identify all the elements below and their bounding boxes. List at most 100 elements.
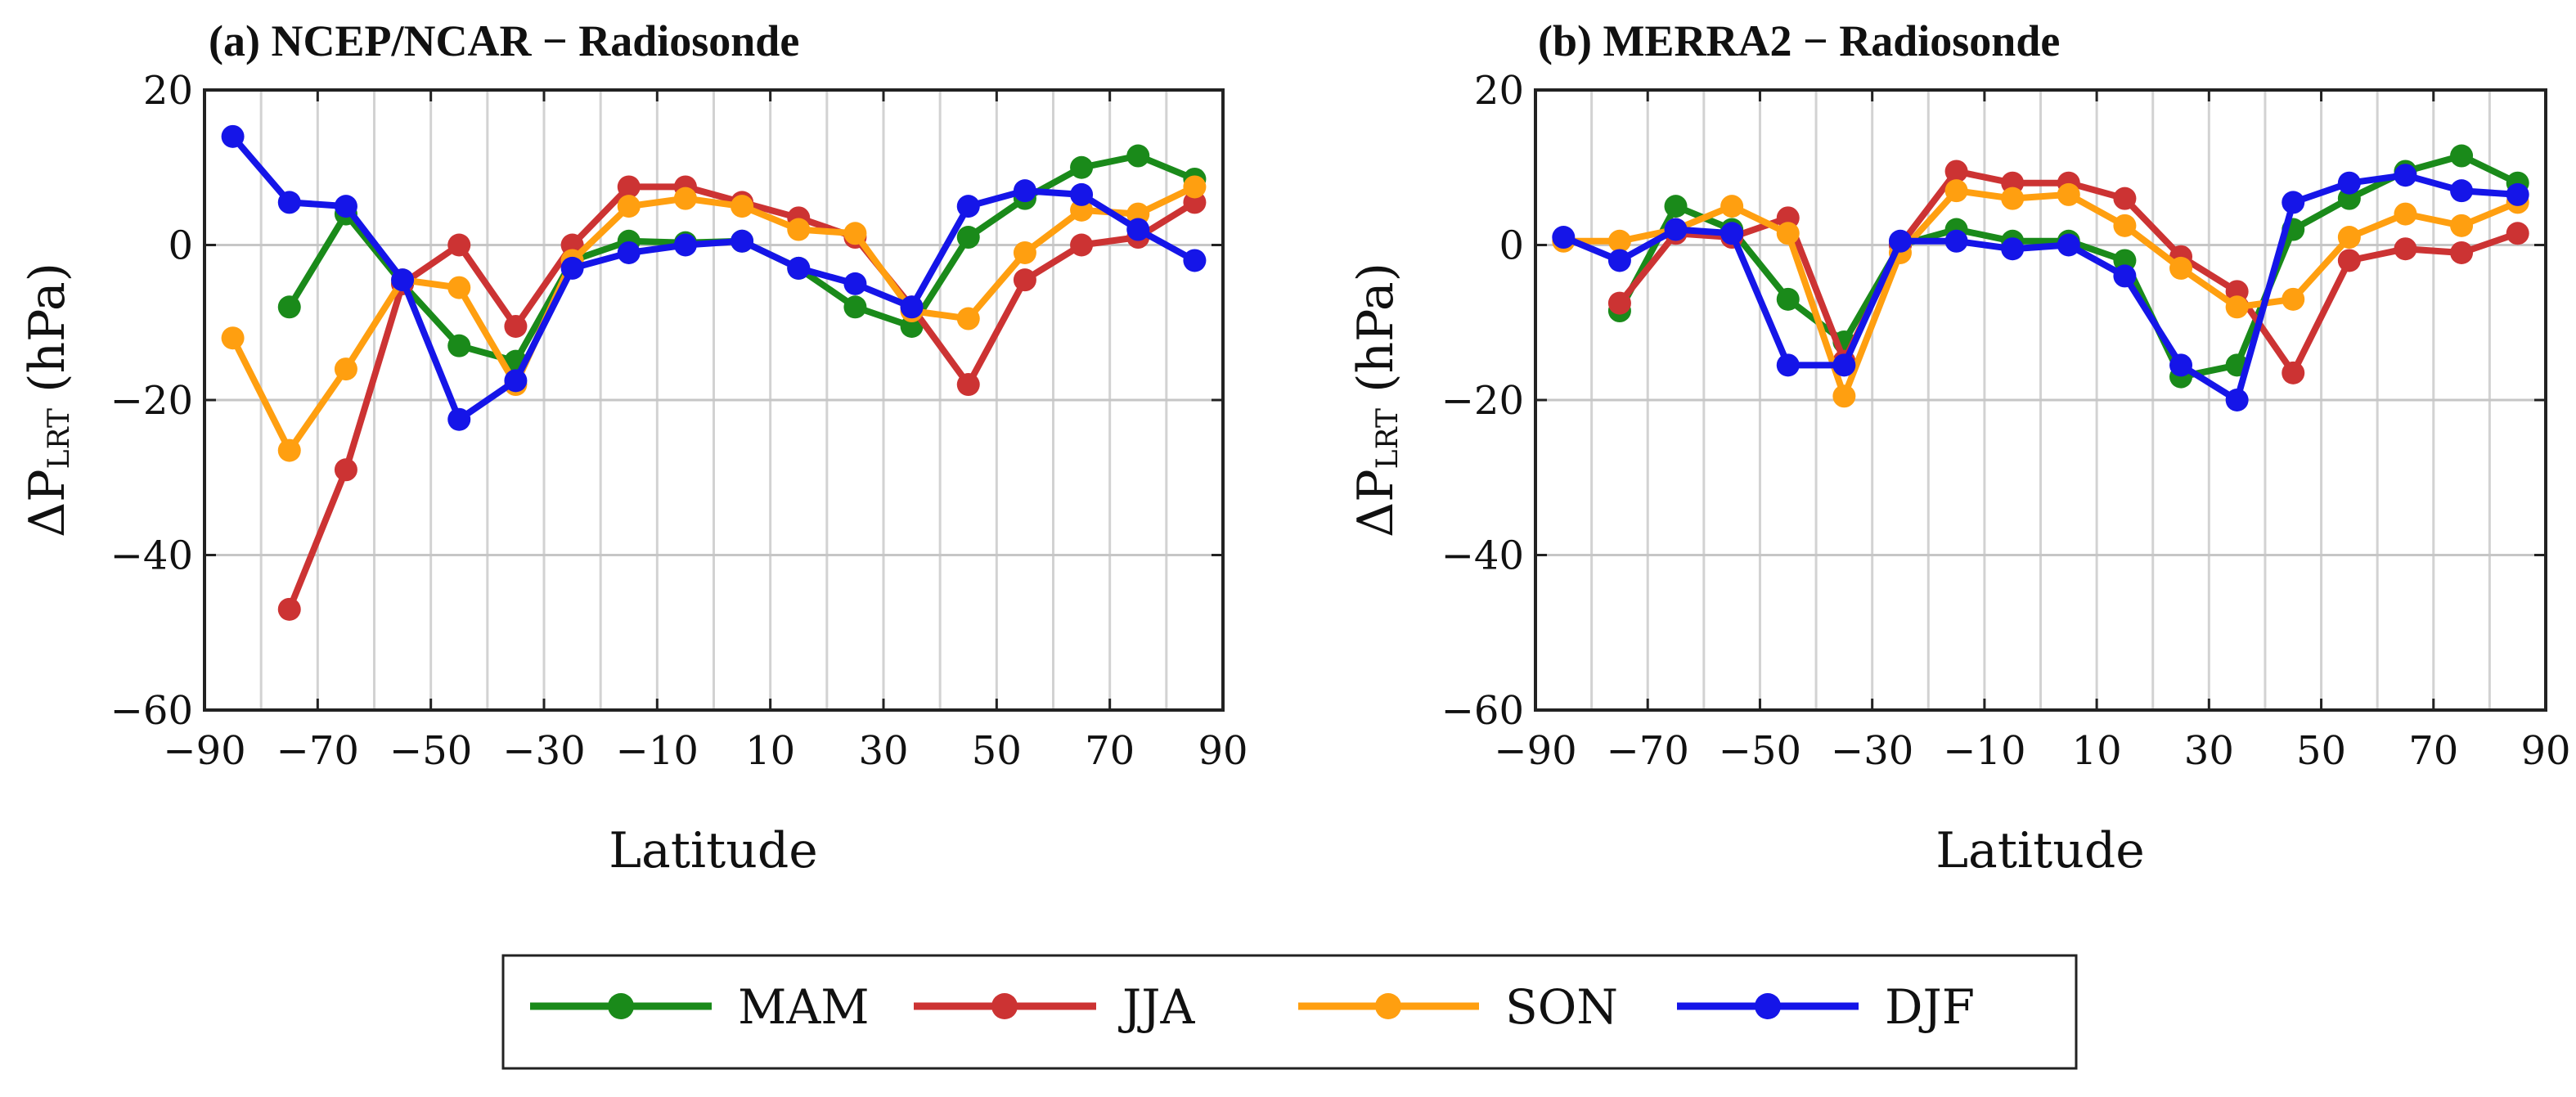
panel-a-point-jja: [1013, 268, 1036, 292]
panel-b-point-djf: [1664, 218, 1688, 241]
legend-item-son: SON: [1298, 979, 1618, 1035]
panel-b-x-tick-label: −10: [1943, 728, 2025, 774]
panel-a-point-son: [221, 326, 245, 350]
panel-b-x-tick-label: 90: [2520, 728, 2570, 774]
panel-a-point-son: [1013, 241, 1036, 264]
panel-a-y-label-sub: LRT: [43, 408, 76, 469]
panel-b-point-djf: [2113, 264, 2137, 288]
legend-label-son: SON: [1505, 979, 1618, 1035]
panel-a-ticks: −90 −70 −50 −30 −10 10 30 50 70 90 20 0 −20 −40 −60: [110, 68, 1248, 774]
panel-a-point-djf: [843, 272, 867, 295]
legend-marker-jja: [991, 993, 1018, 1019]
panel-b-point-djf: [1888, 229, 1912, 253]
panel-b-point-djf: [2057, 233, 2080, 257]
panel-a-point-jja: [1070, 233, 1094, 257]
panel-b-point-jja: [2506, 222, 2529, 245]
legend-marker-son: [1375, 993, 1401, 1019]
panel-b-point-djf: [1552, 226, 1576, 250]
panel-a-point-son: [787, 218, 811, 241]
panel-a-x-axis-label: Latitude: [609, 822, 818, 879]
panel-b-point-son: [2169, 256, 2193, 280]
panel-b-point-son: [2113, 214, 2137, 237]
panel-a-point-djf: [1126, 218, 1150, 241]
panel-a-x-tick-label: 10: [745, 728, 795, 774]
panel-b-point-son: [1944, 179, 1968, 203]
panel-b-point-jja: [1944, 160, 1968, 183]
panel-b-title: (b) MERRA2 − Radiosonde: [1538, 16, 2060, 65]
panel-b-point-jja: [2394, 237, 2417, 261]
panel-b-point-jja: [2337, 249, 2361, 272]
panel-b-point-son: [2001, 187, 2025, 210]
panel-b-x-tick-label: 50: [2296, 728, 2346, 774]
legend: MAM JJA SON DJF: [501, 954, 2078, 1070]
panel-b-y-tick-label: 0: [1499, 223, 1524, 269]
panel-b-point-djf: [2282, 191, 2305, 214]
panel-b-x-tick-label: −30: [1831, 728, 1913, 774]
legend-label-jja: JJA: [1118, 979, 1196, 1035]
panel-a-point-jja: [504, 314, 528, 338]
panel-a-point-djf: [1013, 179, 1036, 203]
panel-a-x-tick-label: −30: [502, 728, 585, 774]
panel-a-y-tick-label: 0: [168, 223, 193, 269]
panel-a-y-tick-label: −40: [110, 533, 193, 579]
panel-b-point-djf: [2394, 164, 2417, 187]
panel-a-point-djf: [1183, 249, 1207, 272]
panel-a-x-tick-label: −70: [276, 728, 359, 774]
panel-b-point-son: [2450, 214, 2474, 237]
panel-a-x-tick-label: 90: [1198, 728, 1248, 774]
panel-a-point-djf: [956, 195, 980, 218]
panel-b-point-djf: [1607, 249, 1631, 272]
panel-a-x-tick-label: −50: [389, 728, 472, 774]
panel-b-point-djf: [1944, 229, 1968, 253]
panel-b-point-son: [1607, 229, 1631, 253]
panel-a-point-djf: [673, 233, 697, 257]
panel-a-y-tick-label: −60: [110, 688, 193, 734]
panel-b-point-mam: [1776, 287, 1800, 311]
panel-a-series-line-son: [230, 183, 1197, 454]
panel-a-point-djf: [277, 191, 301, 214]
panel-a-point-djf: [1070, 182, 1094, 206]
legend-box: [501, 954, 2078, 1070]
panel-a-point-son: [617, 195, 641, 218]
panel-a-point-son: [673, 187, 697, 210]
panel-b-ticks: −90 −70 −50 −30 −10 10 30 50 70 90 20 0 −20 −40 −60: [1441, 68, 2571, 774]
panel-b-point-djf: [1832, 353, 1856, 377]
panel-b-point-djf: [2169, 353, 2193, 377]
panel-b-y-tick-label: 20: [1474, 68, 1524, 114]
panel-b-grid: [1535, 90, 2546, 710]
legend-label-djf: DJF: [1885, 979, 1975, 1035]
panel-a-point-son: [956, 307, 980, 330]
panel-b-point-son: [2282, 287, 2305, 311]
panel-b-x-tick-label: −50: [1719, 728, 1801, 774]
panel-b-point-son: [2337, 226, 2361, 250]
panel-a-x-tick-label: 30: [858, 728, 908, 774]
panel-a-point-djf: [221, 124, 245, 148]
panel-a-point-mam: [956, 226, 980, 250]
panel-b-y-label-sub: LRT: [1371, 408, 1405, 469]
panel-b-point-jja: [2113, 187, 2137, 210]
panel-b-x-axis-label: Latitude: [1935, 822, 2145, 879]
panel-a-point-mam: [843, 295, 867, 319]
panel-a-point-djf: [334, 195, 357, 218]
panel-b-point-djf: [2337, 171, 2361, 195]
panel-a-x-tick-label: −90: [163, 728, 245, 774]
panel-b-point-son: [1832, 384, 1856, 408]
panel-b-y-label-main: ΔP: [1347, 469, 1405, 537]
panel-a-point-mam: [1070, 155, 1094, 179]
panel-a-point-jja: [956, 373, 980, 397]
panel-b-y-tick-label: −60: [1441, 688, 1524, 734]
panel-b-point-jja: [2450, 241, 2474, 264]
panel-b-y-tick-label: −20: [1441, 378, 1524, 424]
panel-b-y-label-unit: (hPa): [1347, 263, 1405, 408]
panel-b-series: [1552, 144, 2529, 411]
panel-a-point-son: [731, 195, 754, 218]
panel-a-point-son: [334, 357, 357, 381]
panel-b-point-jja: [1607, 291, 1631, 315]
panel-a-point-jja: [617, 175, 641, 199]
panel-a-point-son: [447, 276, 471, 299]
legend-label-mam: MAM: [738, 979, 870, 1035]
panel-b-point-son: [1776, 222, 1800, 245]
panel-b-point-djf: [2001, 237, 2025, 261]
legend-item-jja: JJA: [914, 979, 1196, 1035]
panel-a-point-jja: [277, 597, 301, 621]
